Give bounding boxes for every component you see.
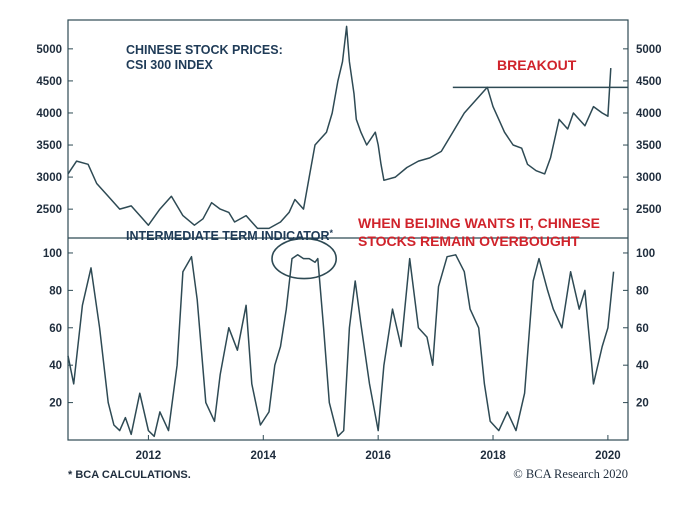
upper-y-ticks: 2500 2500 3000 3000 3500 3500 4000 4000 4500 4500…: [36, 44, 661, 216]
lower-y-ticks: 20 20 40 40 60 60 80 80 100 100: [43, 248, 655, 410]
x-tick-label: 2018: [480, 450, 506, 462]
lower-tick-label-right: 40: [636, 360, 649, 372]
lower-tick-label-right: 80: [636, 285, 649, 297]
lower-tick-label-right: 20: [636, 398, 649, 410]
lower-title-marker: *: [329, 228, 333, 238]
lower-tick-label-left: 20: [49, 398, 62, 410]
x-tick-label: 2012: [136, 450, 162, 462]
upper-tick-label-left: 5000: [36, 44, 62, 56]
upper-tick-label-right: 3500: [636, 140, 662, 152]
upper-tick-label-left: 2500: [36, 204, 62, 216]
upper-tick-label-left: 3500: [36, 140, 62, 152]
lower-title: INTERMEDIATE TERM INDICATOR*: [126, 228, 333, 243]
x-tick-label: 2016: [365, 450, 391, 462]
x-tick-label: 2020: [595, 450, 621, 462]
upper-tick-label-right: 4000: [636, 108, 662, 120]
upper-tick-label-right: 2500: [636, 204, 662, 216]
lower-tick-label-left: 40: [49, 360, 62, 372]
upper-title: CHINESE STOCK PRICES:: [126, 43, 283, 57]
overbought-highlight-ellipse: [271, 237, 337, 280]
upper-subtitle: CSI 300 INDEX: [126, 58, 214, 72]
lower-tick-label-right: 60: [636, 323, 649, 335]
bca-credit: © BCA Research 2020: [513, 467, 628, 481]
lower-tick-label-left: 100: [43, 248, 62, 260]
upper-tick-label-left: 3000: [36, 172, 62, 184]
breakout-annotation: BREAKOUT: [497, 57, 577, 73]
footnote: * BCA CALCULATIONS.: [68, 469, 191, 481]
x-ticks: 2012 2014 2016 2018 2020: [136, 435, 621, 462]
upper-tick-label-right: 5000: [636, 44, 662, 56]
beijing-annotation-line-2: STOCKS REMAIN OVERBOUGHT: [358, 233, 580, 249]
lower-title-text: INTERMEDIATE TERM INDICATOR: [126, 229, 329, 243]
beijing-annotation-line-1: WHEN BEIJING WANTS IT, CHINESE: [358, 215, 600, 231]
upper-tick-label-right: 4500: [636, 76, 662, 88]
upper-tick-label-right: 3000: [636, 172, 662, 184]
lower-tick-label-left: 80: [49, 285, 62, 297]
chart-frame: [67, 19, 629, 441]
x-tick-label: 2014: [250, 450, 276, 462]
upper-tick-label-left: 4000: [36, 108, 62, 120]
lower-tick-label-right: 100: [636, 248, 655, 260]
csi300-series-line: [67, 25, 612, 230]
indicator-series-line: [67, 254, 615, 438]
lower-tick-label-left: 60: [49, 323, 62, 335]
upper-tick-label-left: 4500: [36, 76, 62, 88]
